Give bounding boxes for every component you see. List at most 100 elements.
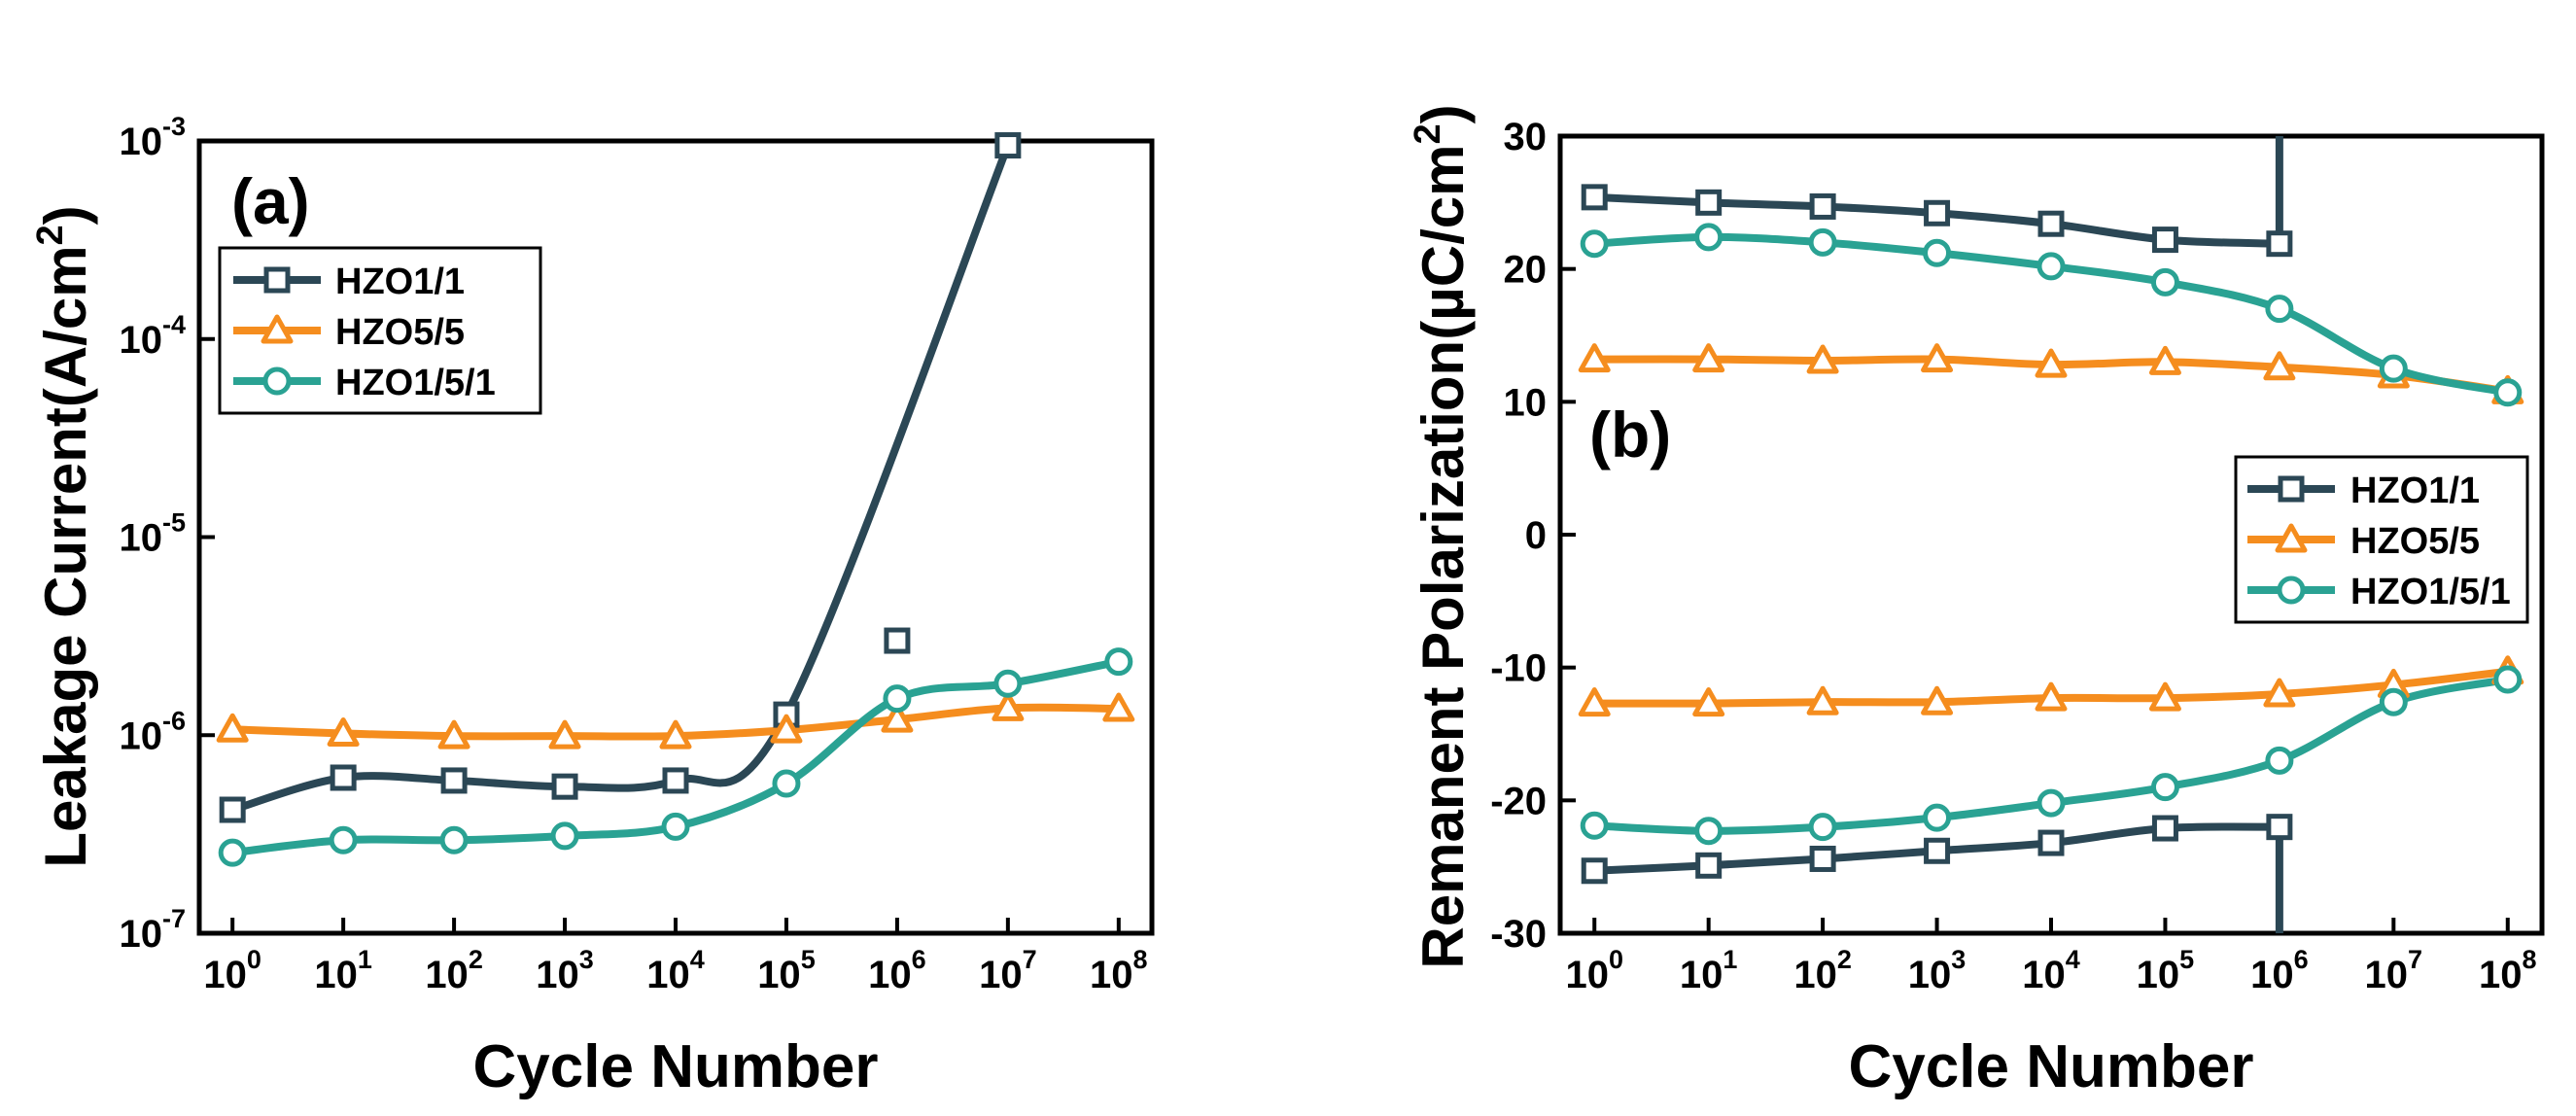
y-axis-label-b: Remanent Polarization(µC/cm2) (1408, 104, 1476, 968)
y-axis-label-a-superscript: 2 (30, 225, 71, 245)
y-tick-label-a-1-exp: -6 (162, 706, 186, 735)
point-b-HZO1/1-negative-1 (1695, 852, 1723, 879)
y-tick-label-a-4: 10-3 (119, 112, 186, 163)
y-tick-label-a-0-base: 10 (119, 913, 162, 956)
legend-b-label-1: HZO5/5 (2350, 521, 2480, 562)
panel-label-a: (a) (231, 165, 310, 237)
point-b-HZO1/5/1-negative-7 (2379, 687, 2408, 716)
x-tick-label-b-6: 106 (2250, 945, 2309, 996)
x-tick-label-b-4: 104 (2022, 945, 2080, 996)
point-b-HZO1/5/1-negative-3 (1923, 803, 1952, 832)
y-axis-label-a: Leakage Current(A/cm2) (30, 205, 98, 867)
x-tick-label-b-7: 107 (2365, 945, 2423, 996)
point-b-HZO5/5-positive-4 (2035, 348, 2068, 378)
point-a-HZO5/5-2 (437, 719, 470, 750)
point-b-HZO5/5-positive-0 (1578, 343, 1611, 373)
point-b-HZO1/5/1-positive-4 (2036, 252, 2066, 281)
panel-a: 100 101 102 103 104 105 106 107 108 10-710-610-5… (30, 112, 1155, 1100)
point-b-HZO1/5/1-positive-1 (1694, 223, 1723, 252)
x-tick-label-a-0: 100 (203, 945, 261, 996)
point-a-HZO1/5/1-6 (883, 684, 912, 714)
legend-b: HZO1/1 HZO5/5 HZO1/5/1 (2234, 455, 2529, 624)
x-tick-label-b-4-base: 10 (2022, 954, 2066, 996)
point-b-HZO5/5-negative-0 (1578, 687, 1611, 717)
x-axis-label-a: Cycle Number (473, 1033, 879, 1100)
x-tick-label-a-4: 104 (646, 945, 705, 996)
x-tick-label-a-5-exp: 5 (801, 945, 816, 974)
point-b-HZO1/1-negative-2 (1809, 845, 1836, 872)
y-tick-label-a-3: 10-4 (119, 310, 186, 362)
panel-b: 100 101 102 103 104 105 106 107 108 -30-20-10010… (1408, 104, 2545, 1100)
point-b-HZO5/5-negative-5 (2148, 681, 2181, 712)
legend-a: HZO1/1 HZO5/5 HZO1/5/1 (218, 246, 542, 415)
y-tick-label-a-2-exp: -5 (162, 508, 186, 538)
x-tick-label-a-2-exp: 2 (469, 945, 483, 974)
x-tick-label-b-3: 103 (1908, 945, 1967, 996)
point-a-HZO1/1-7 (994, 132, 1022, 159)
legend-b-label-0: HZO1/1 (2350, 471, 2480, 511)
y-axis-label-a-main: Leakage Current(A/cm (33, 245, 98, 867)
legend-a-marker-2 (262, 366, 292, 396)
y-tick-label-a-1-base: 10 (119, 715, 162, 757)
x-tick-label-b-6-exp: 6 (2294, 945, 2309, 974)
x-tick-label-a-7: 107 (979, 945, 1037, 996)
panel-label-b: (b) (1589, 399, 1671, 471)
y-axis-label-b-main: Remanent Polarization(µC/cm (1410, 145, 1476, 969)
point-a-HZO1/5/1-2 (439, 825, 469, 854)
point-a-HZO1/5/1-8 (1104, 647, 1133, 677)
y-tick-label-a-0: 10-7 (119, 904, 186, 956)
x-tick-label-b-3-base: 10 (1908, 954, 1952, 996)
x-tick-label-b-2-exp: 2 (1837, 945, 1852, 974)
point-b-HZO1/5/1-negative-6 (2265, 746, 2294, 775)
point-a-HZO5/5-3 (548, 719, 581, 750)
point-a-HZO5/5-6 (881, 703, 914, 733)
point-a-HZO1/1-2 (440, 767, 468, 794)
x-tick-label-a-1: 101 (314, 945, 372, 996)
x-tick-label-a-4-base: 10 (646, 954, 690, 996)
x-tick-label-b-6-base: 10 (2250, 954, 2294, 996)
x-tick-label-a-6-exp: 6 (912, 945, 926, 974)
legend-b-marker-1 (2275, 523, 2308, 553)
x-tick-label-a-6: 106 (868, 945, 926, 996)
y-axis-label-a-tail: ) (33, 205, 98, 225)
y-ticks-a: 10-710-610-510-410-3 (119, 112, 215, 956)
x-tick-label-a-1-base: 10 (314, 954, 358, 996)
point-b-HZO1/1-negative-0 (1581, 857, 1608, 885)
point-b-HZO5/5-positive-3 (1921, 343, 1954, 373)
y-tick-label-b-3: 0 (1525, 514, 1547, 557)
point-b-HZO1/5/1-positive-8 (2493, 378, 2523, 407)
x-tick-label-a-3: 103 (536, 945, 594, 996)
point-b-HZO1/5/1-positive-3 (1923, 238, 1952, 267)
point-a-HZO1/5/1-5 (772, 769, 801, 798)
point-b-HZO5/5-negative-3 (1921, 685, 1954, 715)
x-tick-label-b-0-base: 10 (1565, 954, 1609, 996)
point-b-HZO1/1-negative-3 (1924, 837, 1951, 864)
point-a-HZO5/5-5 (770, 714, 803, 744)
x-tick-label-b-0-exp: 0 (1609, 945, 1623, 974)
legend-a-marker-0 (263, 266, 291, 294)
x-tick-label-a-3-base: 10 (536, 954, 579, 996)
point-b-HZO1/1-positive-4 (2037, 210, 2065, 237)
point-b-HZO5/5-positive-1 (1692, 343, 1725, 373)
point-b-HZO1/1-positive-2 (1809, 192, 1836, 220)
x-tick-label-b-1: 101 (1680, 945, 1738, 996)
x-tick-label-b-1-exp: 1 (1723, 945, 1737, 974)
point-a-HZO1/5/1-7 (993, 669, 1023, 698)
x-axis-label-b: Cycle Number (1849, 1033, 2254, 1100)
x-tick-label-a-8: 108 (1090, 945, 1148, 996)
x-tick-label-b-1-base: 10 (1680, 954, 1723, 996)
x-tick-label-b-8: 108 (2479, 945, 2537, 996)
y-tick-label-a-4-exp: -3 (162, 112, 186, 141)
point-b-HZO5/5-negative-4 (2035, 681, 2068, 712)
legend-a-marker-1 (261, 314, 294, 344)
y-tick-label-a-2-base: 10 (119, 517, 162, 560)
series-markers-b (1578, 184, 2524, 885)
point-a-HZO5/5-1 (327, 716, 360, 747)
x-tick-label-a-0-exp: 0 (247, 945, 261, 974)
x-tick-label-a-2: 102 (425, 945, 483, 996)
point-b-HZO1/1-negative-4 (2037, 829, 2065, 856)
legend-a-label-2: HZO1/5/1 (335, 363, 496, 403)
point-b-HZO1/1-negative-5 (2151, 815, 2178, 842)
y-ticks-b: -30 -20 -10 0 10 20 30 (1490, 116, 1576, 956)
